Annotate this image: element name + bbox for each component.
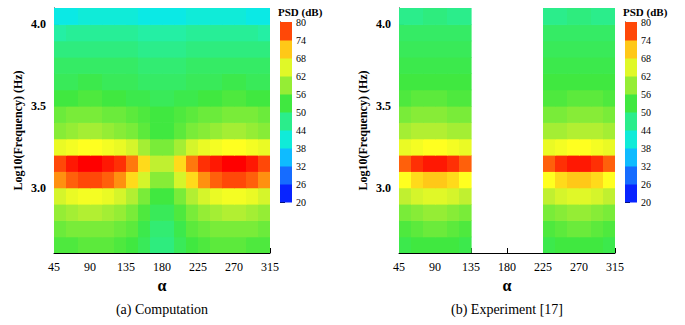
svg-text:3.5: 3.5 — [31, 99, 46, 113]
svg-text:20: 20 — [296, 197, 306, 208]
svg-text:50: 50 — [641, 107, 651, 118]
svg-text:(b) Experiment [17]: (b) Experiment [17] — [451, 302, 563, 318]
svg-text:32: 32 — [641, 161, 651, 172]
svg-text:PSD (dB): PSD (dB) — [278, 5, 323, 18]
svg-text:90: 90 — [429, 260, 441, 274]
svg-text:225: 225 — [189, 260, 207, 274]
svg-text:4.0: 4.0 — [31, 17, 46, 31]
svg-text:315: 315 — [606, 260, 624, 274]
svg-text:32: 32 — [296, 161, 306, 172]
svg-text:3.0: 3.0 — [31, 181, 46, 195]
svg-text:74: 74 — [296, 35, 306, 46]
svg-text:90: 90 — [84, 260, 96, 274]
svg-text:38: 38 — [641, 143, 651, 154]
svg-text:270: 270 — [225, 260, 243, 274]
svg-text:270: 270 — [570, 260, 588, 274]
svg-text:180: 180 — [498, 260, 516, 274]
svg-text:4.0: 4.0 — [376, 17, 391, 31]
svg-text:3.5: 3.5 — [376, 99, 391, 113]
svg-text:38: 38 — [296, 143, 306, 154]
svg-text:26: 26 — [641, 179, 651, 190]
svg-text:135: 135 — [462, 260, 480, 274]
svg-text:135: 135 — [117, 260, 135, 274]
svg-text:50: 50 — [296, 107, 306, 118]
svg-text:44: 44 — [296, 125, 306, 136]
svg-text:68: 68 — [641, 53, 651, 64]
svg-text:3.0: 3.0 — [376, 181, 391, 195]
svg-text:45: 45 — [48, 260, 60, 274]
svg-text:62: 62 — [641, 71, 651, 82]
svg-text:Log10(Frequency) (Hz): Log10(Frequency) (Hz) — [356, 70, 370, 190]
svg-text:62: 62 — [296, 71, 306, 82]
svg-text:56: 56 — [296, 89, 306, 100]
svg-text:α: α — [158, 277, 167, 294]
svg-text:α: α — [503, 277, 512, 294]
svg-text:68: 68 — [296, 53, 306, 64]
svg-text:80: 80 — [641, 17, 651, 28]
svg-text:74: 74 — [641, 35, 651, 46]
svg-text:(a) Computation: (a) Computation — [116, 302, 208, 318]
svg-text:45: 45 — [393, 260, 405, 274]
svg-text:56: 56 — [641, 89, 651, 100]
svg-text:PSD (dB): PSD (dB) — [623, 5, 668, 18]
svg-text:26: 26 — [296, 179, 306, 190]
svg-text:44: 44 — [641, 125, 651, 136]
svg-text:Log10(Frequency) (Hz): Log10(Frequency) (Hz) — [11, 70, 25, 190]
svg-text:225: 225 — [534, 260, 552, 274]
svg-text:80: 80 — [296, 17, 306, 28]
svg-text:20: 20 — [641, 197, 651, 208]
svg-text:315: 315 — [261, 260, 279, 274]
svg-text:180: 180 — [153, 260, 171, 274]
